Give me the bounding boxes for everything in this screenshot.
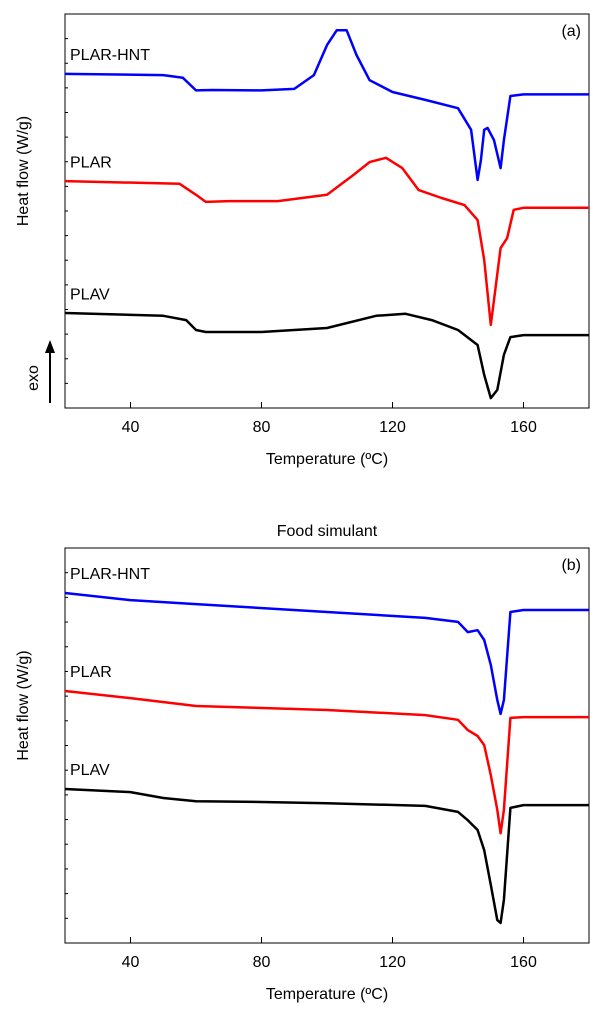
curve bbox=[64, 28, 589, 182]
x-tick-label: 120 bbox=[379, 954, 406, 971]
curve bbox=[64, 311, 589, 400]
x-axis-label: Temperature (ºC) bbox=[266, 451, 388, 468]
x-tick-label: 160 bbox=[510, 419, 537, 436]
x-tick-label: 80 bbox=[253, 419, 271, 436]
series-label: PLAR bbox=[70, 664, 112, 681]
curve bbox=[64, 156, 589, 327]
curve bbox=[64, 689, 589, 835]
chart-title: Food simulant bbox=[277, 523, 378, 540]
plot-frame bbox=[64, 547, 590, 944]
x-tick-label: 80 bbox=[253, 954, 271, 971]
series-label: PLAR bbox=[70, 154, 112, 171]
series-label: PLAV bbox=[70, 286, 110, 303]
x-tick-label: 40 bbox=[122, 954, 140, 971]
x-axis-label: Temperature (ºC) bbox=[266, 986, 388, 1003]
plot-frame bbox=[64, 13, 590, 409]
series-label: PLAR-HNT bbox=[70, 566, 150, 583]
y-axis-label: Heat flow (W/g) bbox=[15, 116, 32, 226]
curve bbox=[64, 591, 589, 716]
panel-label: (a) bbox=[561, 23, 581, 40]
y-axis-label: Heat flow (W/g) bbox=[15, 650, 32, 760]
x-tick-label: 40 bbox=[122, 419, 140, 436]
curve bbox=[64, 787, 589, 925]
exo-arrowhead bbox=[45, 340, 55, 353]
x-tick-label: 120 bbox=[379, 419, 406, 436]
x-tick-label: 160 bbox=[510, 954, 537, 971]
exo-label: exo bbox=[25, 365, 42, 391]
panel-label: (b) bbox=[561, 557, 581, 574]
series-label: PLAV bbox=[70, 762, 110, 779]
series-label: PLAR-HNT bbox=[70, 47, 150, 64]
